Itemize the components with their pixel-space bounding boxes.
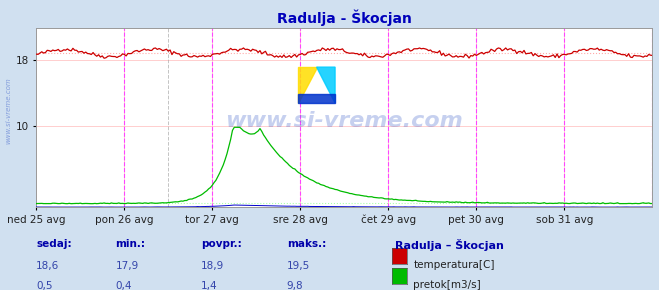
Text: 9,8: 9,8 [287, 281, 303, 290]
Text: 18,6: 18,6 [36, 261, 59, 271]
Polygon shape [298, 94, 335, 103]
Polygon shape [298, 67, 316, 103]
Text: povpr.:: povpr.: [201, 239, 242, 249]
Text: 18,9: 18,9 [201, 261, 224, 271]
Text: 0,4: 0,4 [115, 281, 132, 290]
Text: pretok[m3/s]: pretok[m3/s] [413, 280, 481, 290]
Text: www.si-vreme.com: www.si-vreme.com [225, 111, 463, 131]
Text: www.si-vreme.com: www.si-vreme.com [5, 77, 11, 144]
Text: Radulja – Škocjan: Radulja – Škocjan [395, 239, 504, 251]
Text: maks.:: maks.: [287, 239, 326, 249]
Text: sedaj:: sedaj: [36, 239, 72, 249]
Title: Radulja - Škocjan: Radulja - Škocjan [277, 10, 412, 26]
Text: 17,9: 17,9 [115, 261, 138, 271]
Text: 19,5: 19,5 [287, 261, 310, 271]
Text: 1,4: 1,4 [201, 281, 217, 290]
Text: min.:: min.: [115, 239, 146, 249]
Polygon shape [316, 67, 335, 103]
Text: temperatura[C]: temperatura[C] [413, 260, 495, 269]
Text: 0,5: 0,5 [36, 281, 53, 290]
